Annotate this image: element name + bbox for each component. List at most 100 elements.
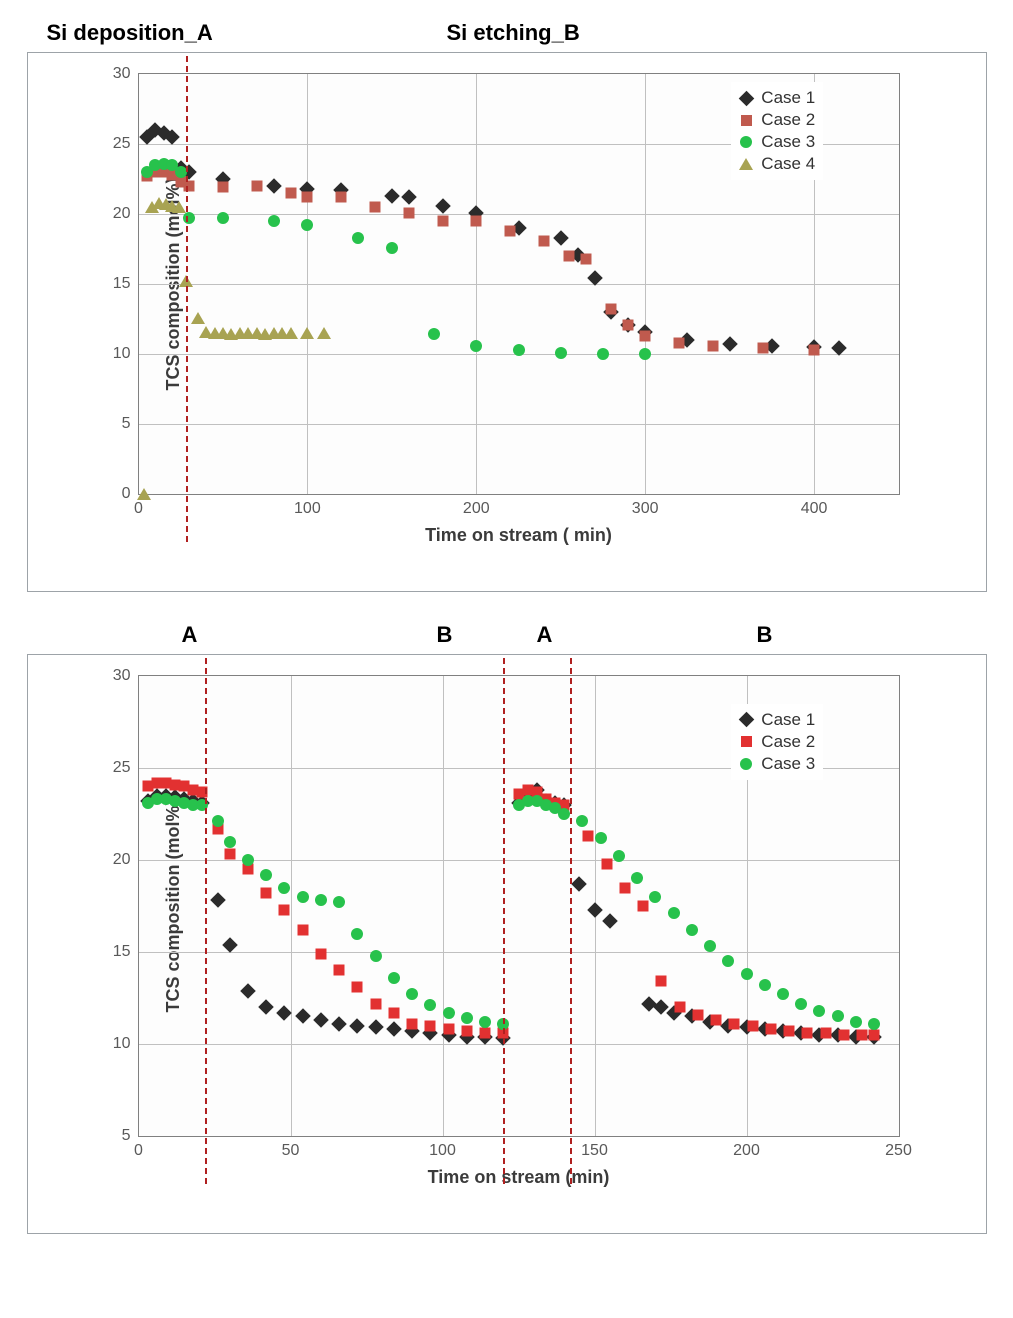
region-label: B (437, 622, 453, 648)
xtick-label: 400 (801, 494, 828, 518)
data-point (639, 348, 651, 360)
data-point (261, 888, 272, 899)
legend-marker-icon (739, 157, 753, 171)
region-divider (570, 658, 572, 1184)
data-point (832, 1010, 844, 1022)
data-point (656, 1002, 667, 1013)
chart-2-plot-area: TCS composition (mol%) Time on stream (m… (138, 675, 900, 1137)
data-point (724, 339, 735, 350)
data-point (576, 815, 588, 827)
data-point (597, 348, 609, 360)
legend-label: Case 3 (761, 132, 815, 152)
data-point (564, 251, 575, 262)
data-point (555, 347, 567, 359)
data-point (850, 1016, 862, 1028)
data-point (443, 1024, 454, 1035)
data-point (351, 928, 363, 940)
legend-label: Case 4 (761, 154, 815, 174)
legend-item: Case 1 (739, 710, 815, 730)
xtick-label: 50 (282, 1136, 300, 1160)
data-point (606, 304, 617, 315)
ytick-label: 30 (113, 667, 139, 685)
ytick-label: 25 (113, 759, 139, 777)
data-point (656, 976, 667, 987)
data-point (857, 1029, 868, 1040)
data-point (352, 232, 364, 244)
data-point (538, 235, 549, 246)
chart-2-xlabel: Time on stream (min) (428, 1167, 610, 1188)
legend-marker-icon (739, 757, 753, 771)
data-point (284, 327, 298, 339)
data-point (172, 201, 186, 213)
data-point (470, 340, 482, 352)
data-point (809, 344, 820, 355)
legend-item: Case 3 (739, 754, 815, 774)
data-point (191, 312, 205, 324)
data-point (388, 972, 400, 984)
chart-1-frame: TCS composition (mol%) Time on stream ( … (27, 52, 987, 592)
ytick-label: 15 (113, 943, 139, 961)
legend-marker-icon (739, 713, 753, 727)
data-point (370, 1022, 381, 1033)
data-point (302, 192, 313, 203)
data-point (686, 924, 698, 936)
xtick-label: 100 (294, 494, 321, 518)
data-point (428, 328, 440, 340)
legend-label: Case 1 (761, 88, 815, 108)
ytick-label: 25 (113, 135, 139, 153)
data-point (673, 337, 684, 348)
gridline-v (645, 74, 646, 494)
gridline-v (291, 676, 292, 1136)
gridline-h (139, 952, 899, 953)
data-point (631, 872, 643, 884)
data-point (461, 1026, 472, 1037)
data-point (784, 1026, 795, 1037)
data-point (747, 1020, 758, 1031)
xtick-label: 0 (134, 1136, 143, 1160)
data-point (333, 896, 345, 908)
data-point (601, 858, 612, 869)
data-point (834, 343, 845, 354)
data-point (268, 215, 280, 227)
chart-2-ylabel: TCS composition (mol%) (163, 800, 184, 1013)
data-point (649, 891, 661, 903)
legend-marker-icon (739, 135, 753, 149)
data-point (334, 1018, 345, 1029)
data-point (777, 988, 789, 1000)
data-point (574, 878, 585, 889)
legend-label: Case 3 (761, 754, 815, 774)
gridline-h (139, 1044, 899, 1045)
legend-label: Case 2 (761, 110, 815, 130)
chart-1-container: Si deposition_A Si etching_B TCS composi… (27, 20, 987, 592)
gridline-v (476, 74, 477, 494)
data-point (242, 854, 254, 866)
region-label-b: Si etching_B (447, 20, 580, 46)
data-point (300, 327, 314, 339)
data-point (813, 1005, 825, 1017)
data-point (480, 1027, 491, 1038)
data-point (334, 965, 345, 976)
data-point (581, 253, 592, 264)
data-point (167, 132, 178, 143)
data-point (336, 192, 347, 203)
data-point (212, 895, 223, 906)
data-point (224, 836, 236, 848)
data-point (692, 1009, 703, 1020)
data-point (388, 1007, 399, 1018)
data-point (555, 232, 566, 243)
data-point (623, 319, 634, 330)
xtick-label: 200 (463, 494, 490, 518)
data-point (268, 181, 279, 192)
data-point (741, 968, 753, 980)
data-point (425, 1020, 436, 1031)
data-point (820, 1027, 831, 1038)
region-label-a: Si deposition_A (47, 20, 213, 46)
data-point (407, 1018, 418, 1029)
ytick-label: 30 (113, 65, 139, 83)
xtick-label: 100 (429, 1136, 456, 1160)
data-point (505, 225, 516, 236)
data-point (315, 1015, 326, 1026)
data-point (317, 327, 331, 339)
chart-2-region-labels: ABAB (137, 622, 897, 650)
gridline-v (443, 676, 444, 1136)
